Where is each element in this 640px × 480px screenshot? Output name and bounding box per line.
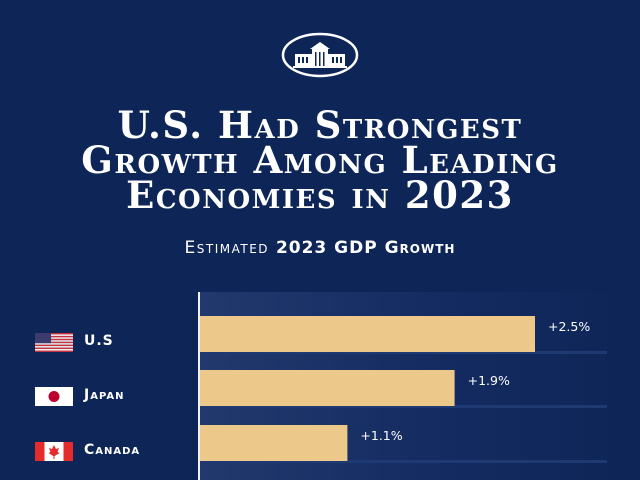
bar-track: [200, 405, 607, 408]
title-line-2: Growth Among Leading: [81, 138, 559, 182]
page-title: U.S. Had Strongest Growth Among Leading …: [0, 103, 640, 217]
us-flag-icon: [35, 333, 73, 352]
category-label: U.S: [84, 333, 114, 349]
title-line-3: Economies in 2023: [126, 173, 514, 217]
japan-flag-icon: [35, 387, 73, 406]
bar-track: [200, 460, 607, 463]
data-label: +1.1%: [360, 428, 402, 443]
bar-track: [200, 351, 607, 354]
canada-flag-icon: [35, 442, 73, 461]
title-line-1: U.S. Had Strongest: [117, 103, 523, 147]
white-house-seal-icon: [281, 32, 359, 78]
category-label: Japan: [84, 387, 125, 403]
y-axis-line: [198, 292, 200, 480]
subtitle-bold: 2023 GDP Growth: [275, 238, 456, 258]
subtitle-light: Estimated: [184, 238, 270, 258]
chart-subtitle: Estimated 2023 GDP Growth: [0, 238, 640, 258]
bar-us: [200, 316, 535, 352]
data-label: +1.9%: [468, 373, 510, 388]
data-label: +2.5%: [548, 319, 590, 334]
bar-japan: [200, 370, 455, 406]
category-label: Canada: [84, 442, 141, 458]
bar-canada: [200, 425, 348, 461]
